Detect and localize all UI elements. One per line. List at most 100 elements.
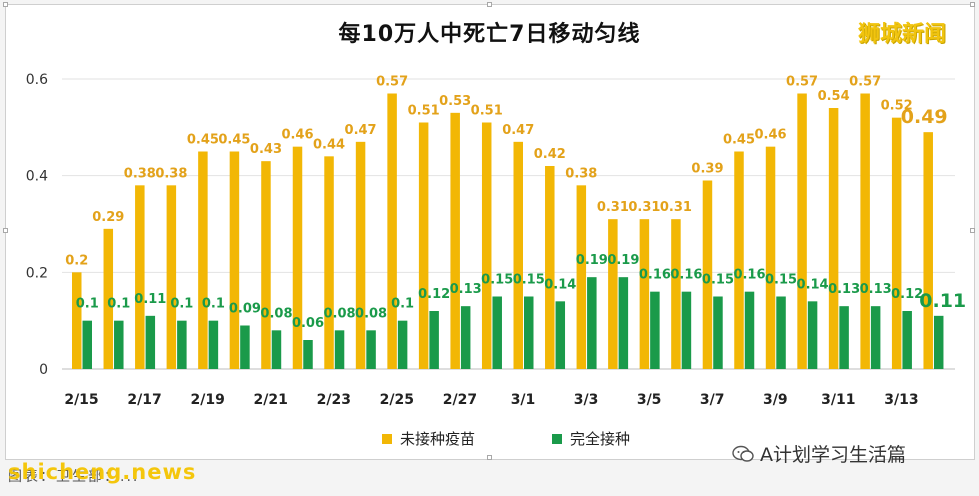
data-label-vaccinated: 0.14 xyxy=(544,277,576,292)
bar-unvaccinated xyxy=(513,141,523,369)
data-label-unvaccinated: 0.49 xyxy=(901,106,948,128)
legend-item-vaccinated[interactable]: 完全接种 xyxy=(552,428,630,449)
data-label-unvaccinated: 0.44 xyxy=(313,137,345,152)
data-label-unvaccinated: 0.31 xyxy=(597,200,629,215)
wechat-account-name: A计划学习生活篇 xyxy=(760,444,906,466)
data-label-vaccinated: 0.1 xyxy=(391,297,414,312)
bar-unvaccinated xyxy=(324,156,334,369)
bar-vaccinated xyxy=(492,296,502,369)
data-label-unvaccinated: 0.52 xyxy=(881,99,913,114)
y-tick-label: 0.2 xyxy=(26,265,48,281)
data-label-vaccinated: 0.15 xyxy=(702,273,734,288)
data-label-unvaccinated: 0.45 xyxy=(218,133,250,148)
resize-handle-top-right[interactable] xyxy=(970,2,975,7)
data-label-unvaccinated: 0.38 xyxy=(124,166,156,181)
resize-handle-left[interactable] xyxy=(3,228,8,233)
data-label-vaccinated: 0.11 xyxy=(134,292,166,307)
bar-unvaccinated xyxy=(576,185,587,369)
data-label-vaccinated: 0.08 xyxy=(260,306,292,321)
bar-unvaccinated xyxy=(72,272,82,369)
data-label-unvaccinated: 0.53 xyxy=(439,94,471,109)
bar-vaccinated xyxy=(429,311,439,369)
data-label-vaccinated: 0.13 xyxy=(828,282,860,297)
data-label-unvaccinated: 0.47 xyxy=(345,123,377,138)
data-label-vaccinated: 0.19 xyxy=(607,253,639,268)
bar-unvaccinated xyxy=(450,112,460,369)
bar-unvaccinated xyxy=(765,146,776,369)
bar-vaccinated xyxy=(460,306,471,369)
bar-unvaccinated xyxy=(166,185,177,369)
data-label-vaccinated: 0.16 xyxy=(639,268,671,283)
bar-vaccinated xyxy=(240,325,250,369)
chart-title: 每10万人中死亡7日移动匀线 xyxy=(338,22,641,47)
bar-unvaccinated xyxy=(135,185,145,369)
data-label-unvaccinated: 0.38 xyxy=(565,166,597,181)
data-label-vaccinated: 0.12 xyxy=(418,287,450,302)
data-label-unvaccinated: 0.51 xyxy=(471,104,503,119)
data-label-vaccinated: 0.1 xyxy=(202,297,225,312)
bar-unvaccinated xyxy=(891,117,902,370)
data-label-unvaccinated: 0.45 xyxy=(187,133,219,148)
data-label-unvaccinated: 0.38 xyxy=(155,166,187,181)
x-tick-label: 3/7 xyxy=(700,392,725,408)
data-label-unvaccinated: 0.54 xyxy=(818,89,850,104)
y-tick-label: 0.6 xyxy=(26,72,48,88)
x-tick-label: 3/5 xyxy=(637,392,662,408)
data-labels: 0.20.10.290.10.380.110.380.10.450.10.450… xyxy=(65,75,966,332)
legend-label-unvaccinated: 未接种疫苗 xyxy=(400,430,476,448)
bar-vaccinated xyxy=(555,301,566,369)
bar-vaccinated xyxy=(776,296,786,369)
data-label-vaccinated: 0.06 xyxy=(292,316,324,331)
bar-vaccinated xyxy=(807,301,818,369)
bar-unvaccinated xyxy=(481,122,492,369)
bar-vaccinated xyxy=(208,320,219,369)
bar-unvaccinated xyxy=(828,108,839,369)
data-label-unvaccinated: 0.51 xyxy=(408,104,440,119)
data-label-vaccinated: 0.13 xyxy=(450,282,482,297)
bar-vaccinated xyxy=(524,296,534,369)
resize-handle-top-left[interactable] xyxy=(3,2,8,7)
data-label-vaccinated: 0.08 xyxy=(355,306,387,321)
data-label-vaccinated: 0.16 xyxy=(670,268,702,283)
bar-unvaccinated xyxy=(545,166,555,369)
bar-vaccinated xyxy=(82,320,92,369)
bar-vaccinated xyxy=(933,315,944,369)
legend-label-vaccinated: 完全接种 xyxy=(570,430,631,448)
data-label-unvaccinated: 0.31 xyxy=(660,200,692,215)
bar-unvaccinated xyxy=(355,141,366,369)
bar-vaccinated xyxy=(870,306,881,369)
bar-unvaccinated xyxy=(639,219,650,369)
data-label-vaccinated: 0.15 xyxy=(765,273,797,288)
data-label-unvaccinated: 0.47 xyxy=(502,123,534,138)
bar-unvaccinated xyxy=(229,151,240,369)
data-label-vaccinated: 0.14 xyxy=(797,277,829,292)
bar-unvaccinated xyxy=(734,151,744,369)
resize-handle-right[interactable] xyxy=(970,228,975,233)
bar-vaccinated xyxy=(145,315,156,369)
wechat-account[interactable]: A计划学习生活篇 xyxy=(732,440,906,467)
resize-handle-top[interactable] xyxy=(487,2,492,7)
x-tick-label: 3/3 xyxy=(574,392,599,408)
resize-handle-bottom[interactable] xyxy=(487,455,492,460)
bar-unvaccinated xyxy=(387,93,397,369)
x-tick-label: 2/25 xyxy=(380,392,414,408)
x-tick-label: 2/23 xyxy=(317,392,351,408)
data-label-vaccinated: 0.12 xyxy=(891,287,923,302)
bar-unvaccinated xyxy=(797,93,807,369)
legend-item-unvaccinated[interactable]: 未接种疫苗 xyxy=(382,428,475,449)
bar-vaccinated xyxy=(744,291,755,369)
data-label-unvaccinated: 0.42 xyxy=(534,147,566,162)
data-label-unvaccinated: 0.57 xyxy=(849,75,881,90)
data-label-vaccinated: 0.19 xyxy=(576,253,608,268)
legend: 未接种疫苗 完全接种 xyxy=(0,428,979,448)
data-label-unvaccinated: 0.31 xyxy=(628,200,660,215)
watermark-text: shicheng.news xyxy=(8,460,197,484)
data-label-unvaccinated: 0.43 xyxy=(250,142,282,157)
data-label-unvaccinated: 0.46 xyxy=(754,128,786,143)
x-tick-label: 3/1 xyxy=(511,392,536,408)
x-tick-label: 2/15 xyxy=(64,392,98,408)
data-label-unvaccinated: 0.39 xyxy=(691,162,723,177)
bar-vaccinated xyxy=(397,320,408,369)
legend-swatch-unvaccinated xyxy=(382,433,392,444)
bar-vaccinated xyxy=(366,330,376,369)
